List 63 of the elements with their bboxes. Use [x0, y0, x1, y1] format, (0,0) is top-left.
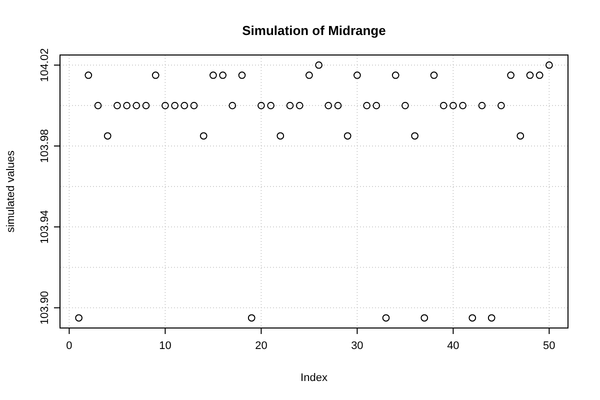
x-tick-label: 0 [66, 340, 72, 352]
point [497, 102, 505, 110]
point [401, 102, 409, 110]
point [449, 102, 457, 110]
point [526, 72, 534, 79]
point [132, 102, 140, 110]
point [267, 102, 275, 110]
point [344, 132, 352, 140]
point [238, 72, 246, 79]
y-tick-label: 104.02 [39, 48, 51, 82]
point [171, 102, 179, 110]
point [84, 72, 92, 79]
point [545, 61, 553, 69]
point [324, 102, 332, 110]
y-axis-title: simulated values [5, 150, 17, 232]
point [315, 61, 322, 69]
chart-title: Simulation of Midrange [242, 23, 386, 38]
point [459, 102, 466, 110]
point [296, 102, 304, 110]
point [180, 102, 188, 110]
point [228, 102, 236, 110]
point [142, 102, 150, 110]
point [440, 102, 448, 110]
point [248, 314, 256, 322]
point [114, 102, 121, 110]
point [468, 314, 476, 322]
x-axis-title: Index [300, 372, 328, 384]
point [353, 72, 361, 79]
y-tick-label: 103.98 [39, 129, 51, 163]
point [430, 72, 438, 79]
point [190, 102, 198, 110]
point [123, 102, 131, 110]
point [219, 72, 227, 79]
point [94, 102, 102, 110]
point [152, 72, 160, 79]
y-tick-label: 103.94 [39, 210, 51, 244]
x-tick-label: 20 [255, 340, 268, 352]
point [276, 132, 284, 140]
point [536, 72, 544, 79]
point [210, 72, 217, 79]
point [162, 102, 169, 110]
point [507, 72, 514, 79]
y-tick-label: 103.90 [39, 290, 51, 325]
point [392, 72, 400, 79]
point [334, 102, 342, 110]
point [382, 314, 390, 322]
point [478, 102, 486, 110]
point [200, 132, 208, 140]
point [363, 102, 370, 110]
point [516, 132, 524, 140]
x-tick-label: 40 [447, 340, 460, 352]
point [104, 132, 112, 140]
point [488, 314, 496, 322]
x-tick-label: 50 [543, 340, 556, 352]
x-tick-label: 30 [351, 340, 364, 352]
point [306, 72, 313, 79]
x-tick-label: 10 [159, 340, 172, 352]
point [411, 132, 418, 140]
point [372, 102, 380, 110]
point [75, 314, 83, 322]
point [286, 102, 294, 110]
point [258, 102, 265, 110]
point [420, 314, 428, 322]
